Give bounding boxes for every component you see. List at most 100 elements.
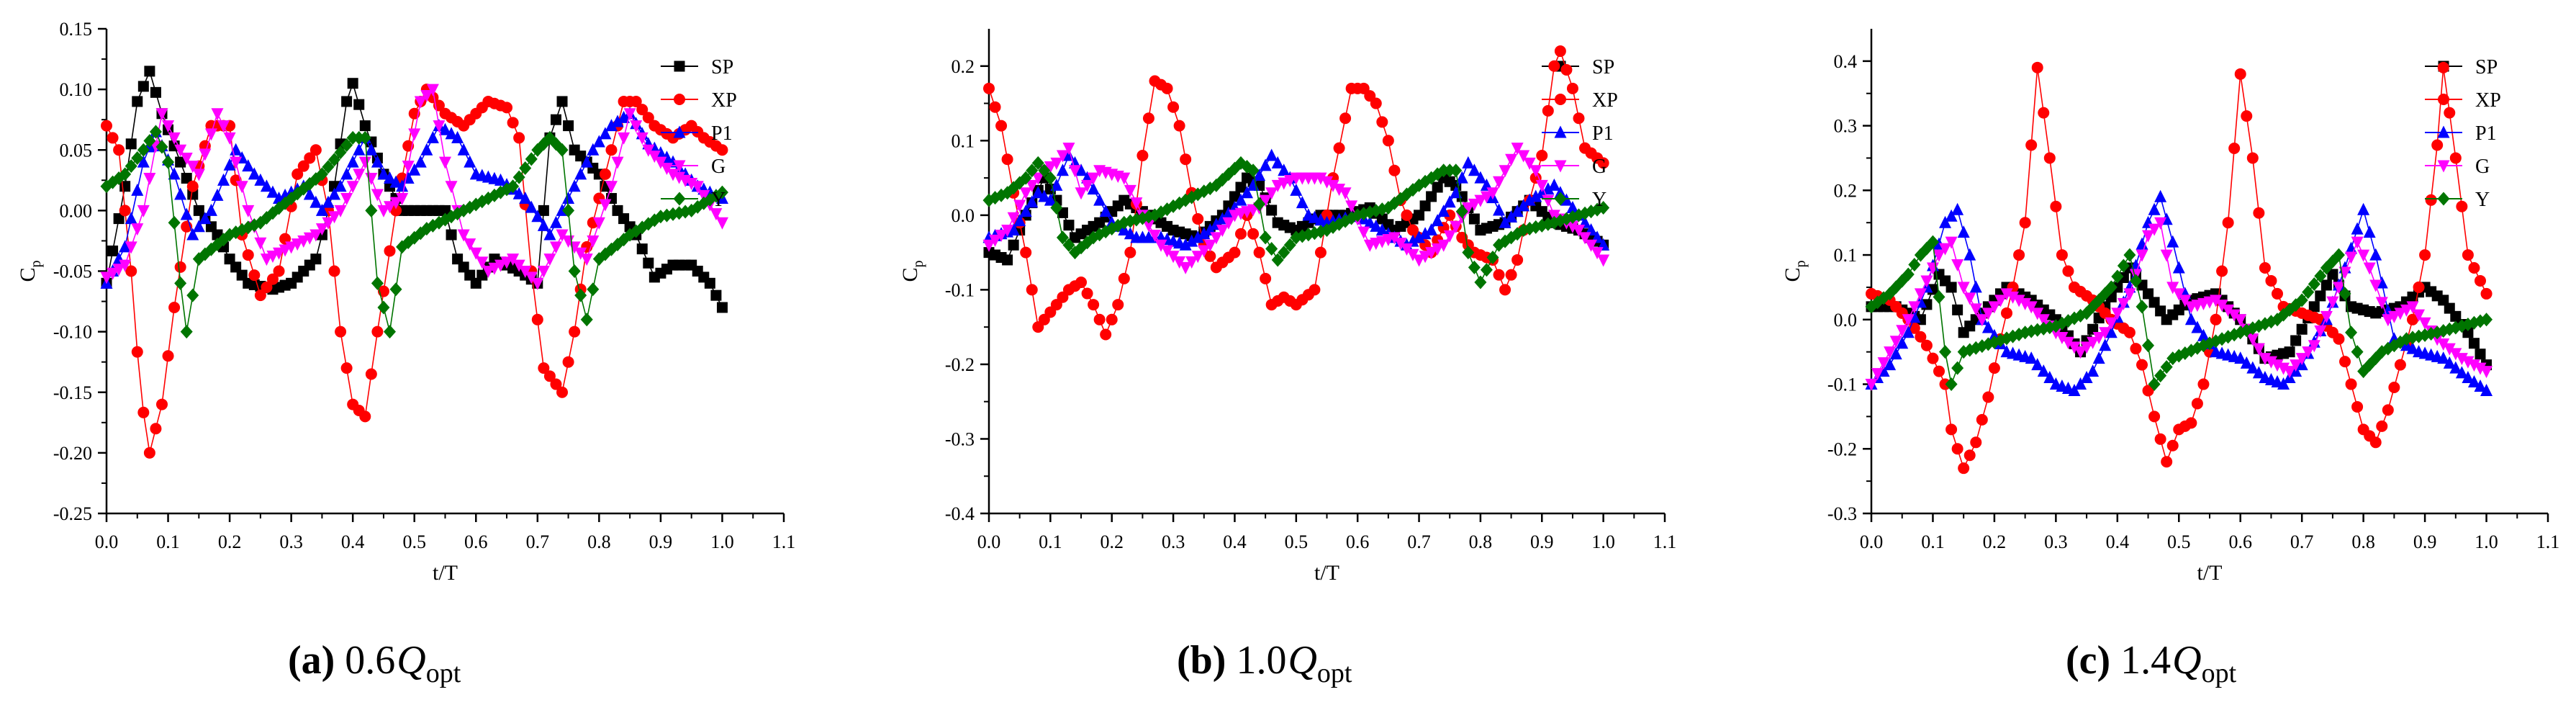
- data-point: [1253, 197, 1266, 211]
- data-point: [1222, 217, 1235, 230]
- data-point: [1204, 250, 1216, 262]
- data-point: [2419, 249, 2431, 261]
- y-axis-title-subscript: p: [28, 260, 44, 267]
- y-tick-label: -0.3: [1827, 503, 1857, 524]
- data-point: [2050, 200, 2062, 212]
- data-point: [2369, 248, 2382, 261]
- data-point: [2437, 61, 2449, 73]
- data-point: [1915, 331, 1927, 343]
- data-point: [605, 181, 618, 194]
- y-tick-label: -0.25: [53, 503, 92, 524]
- data-point: [328, 187, 341, 200]
- data-point: [2172, 261, 2185, 274]
- data-point: [1406, 248, 1419, 261]
- data-point: [1468, 260, 1481, 274]
- data-point: [1063, 220, 1075, 231]
- data-point: [1031, 156, 1044, 170]
- y-tick-label: -0.10: [53, 322, 92, 343]
- data-point: [562, 356, 574, 368]
- data-point: [1081, 287, 1093, 300]
- data-point: [2025, 351, 2038, 364]
- data-point: [2031, 307, 2044, 320]
- data-point: [1007, 223, 1020, 236]
- caption-b-prefix: 1.0: [1236, 638, 1287, 683]
- caption-b-sub: opt: [1316, 658, 1352, 688]
- data-point: [2154, 189, 2167, 202]
- y-tick-label: -0.1: [1827, 374, 1857, 395]
- data-point: [2277, 362, 2290, 375]
- data-point: [2480, 287, 2493, 300]
- data-point: [310, 253, 322, 265]
- data-point: [2284, 346, 2295, 358]
- y-tick-label: 0.4: [1834, 51, 1858, 72]
- x-tick-label: 0.5: [2167, 531, 2191, 552]
- data-point: [137, 155, 150, 168]
- data-point: [1001, 225, 1014, 238]
- legend-marker: [673, 192, 686, 206]
- x-tick-label: 1.0: [1591, 531, 1615, 552]
- data-point: [562, 203, 575, 217]
- data-point: [175, 156, 186, 168]
- data-point: [137, 205, 150, 217]
- data-point: [983, 82, 995, 94]
- data-point: [150, 86, 161, 98]
- legend-marker: [1554, 125, 1567, 138]
- data-point: [636, 243, 648, 255]
- data-point: [568, 264, 581, 278]
- data-point: [365, 203, 378, 217]
- legend-entry: XP: [1542, 89, 1618, 112]
- data-point: [1130, 197, 1143, 210]
- data-point: [1902, 325, 1915, 338]
- data-point: [1431, 243, 1444, 256]
- data-point: [143, 134, 156, 148]
- data-point: [2087, 364, 2100, 377]
- data-point: [353, 130, 366, 145]
- data-point: [1191, 251, 1204, 264]
- data-point: [2338, 287, 2351, 301]
- legend-entry: G: [2425, 156, 2490, 178]
- data-point: [519, 192, 532, 205]
- data-point: [2148, 223, 2161, 236]
- data-point: [2117, 297, 2130, 310]
- x-axis-title: t/T: [433, 561, 458, 585]
- data-point: [1976, 314, 1989, 327]
- data-point: [322, 160, 335, 174]
- data-point: [1314, 172, 1327, 185]
- data-point: [143, 173, 156, 186]
- data-point: [426, 84, 439, 96]
- data-point: [1026, 195, 1039, 208]
- data-point: [1019, 187, 1032, 200]
- data-point: [599, 127, 612, 140]
- legend-label: SP: [711, 56, 733, 78]
- legend-label: SP: [1592, 56, 1614, 78]
- data-point: [1517, 199, 1530, 212]
- caption-a-q: Q: [397, 638, 426, 683]
- data-point: [2259, 262, 2271, 274]
- data-point: [1154, 239, 1167, 252]
- data-point: [1951, 443, 1963, 455]
- legend-marker: [674, 60, 685, 72]
- x-tick-label: 0.0: [95, 531, 119, 552]
- data-point: [254, 173, 267, 186]
- legend-marker: [1555, 94, 1566, 105]
- data-point: [1173, 256, 1186, 269]
- data-point: [587, 143, 600, 156]
- data-point: [1019, 205, 1032, 217]
- data-point: [2295, 353, 2308, 366]
- data-point: [1902, 267, 1915, 282]
- data-point: [574, 167, 587, 180]
- data-point: [1969, 303, 1982, 316]
- data-point: [1382, 135, 1394, 147]
- data-point: [162, 120, 175, 133]
- legend-label: Y: [1592, 189, 1606, 211]
- data-point: [605, 119, 618, 132]
- data-point: [1020, 246, 1032, 259]
- data-point: [186, 228, 199, 241]
- data-point: [303, 187, 316, 200]
- legend-marker: [2437, 160, 2450, 173]
- data-point: [1951, 202, 1964, 215]
- data-point: [2272, 287, 2283, 300]
- data-point: [537, 266, 550, 278]
- data-point: [131, 183, 144, 196]
- data-point: [995, 120, 1008, 132]
